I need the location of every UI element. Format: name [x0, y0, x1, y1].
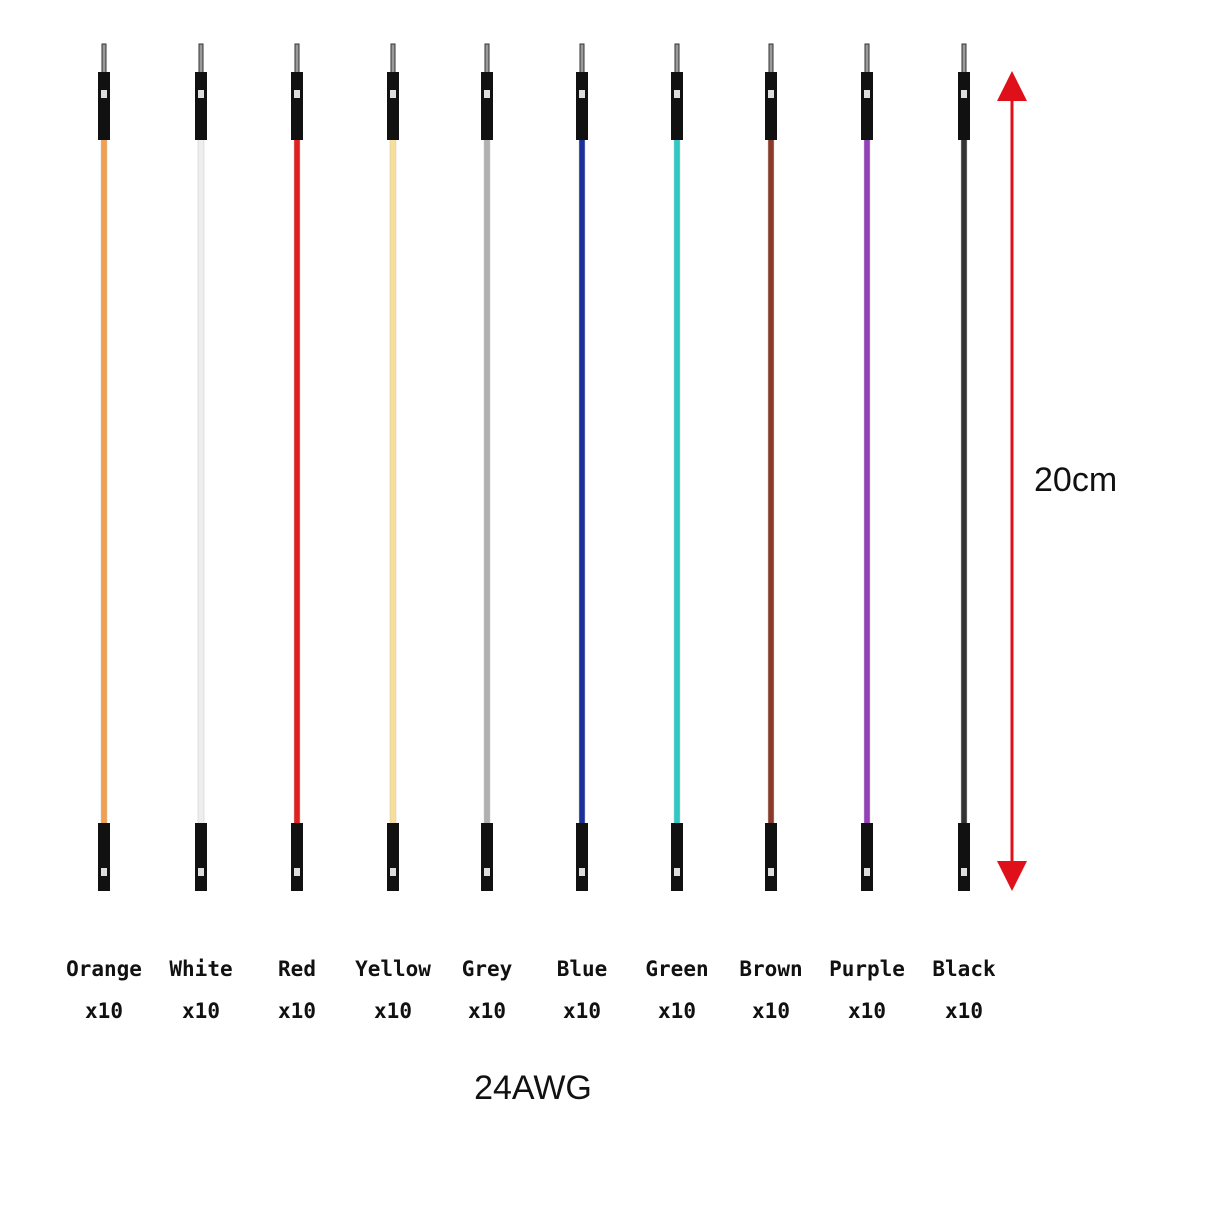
wire-count-label: x10	[752, 999, 790, 1023]
housing-bottom	[671, 823, 683, 891]
wire-color-label: Purple	[829, 957, 905, 981]
housing-mark	[864, 90, 870, 98]
housing-mark	[961, 90, 967, 98]
housing-top	[861, 72, 873, 140]
housing-top	[387, 72, 399, 140]
housing-mark	[101, 90, 107, 98]
wire-color-label: Grey	[462, 957, 513, 981]
wire-color-label: Green	[645, 957, 708, 981]
wire-color-label: Black	[932, 957, 996, 981]
housing-bottom	[765, 823, 777, 891]
housing-bottom	[98, 823, 110, 891]
wire-color-label: Orange	[66, 957, 142, 981]
housing-top	[958, 72, 970, 140]
housing-mark	[101, 868, 107, 876]
housing-mark	[390, 868, 396, 876]
wire-color-label: Yellow	[355, 957, 431, 981]
housing-mark	[484, 90, 490, 98]
housing-mark	[198, 868, 204, 876]
wire-count-label: x10	[848, 999, 886, 1023]
housing-mark	[294, 90, 300, 98]
pin	[864, 43, 870, 75]
wire-count-label: x10	[468, 999, 506, 1023]
housing-mark	[961, 868, 967, 876]
wire	[578, 137, 586, 827]
housing-mark	[198, 90, 204, 98]
housing-mark	[579, 868, 585, 876]
wire	[673, 137, 681, 827]
housing-mark	[484, 868, 490, 876]
housing-top	[481, 72, 493, 140]
pin	[961, 43, 967, 75]
housing-mark	[674, 90, 680, 98]
housing-bottom	[387, 823, 399, 891]
wire	[960, 137, 968, 827]
housing-bottom	[958, 823, 970, 891]
wire-color-label: Blue	[557, 957, 608, 981]
pin	[101, 43, 107, 75]
pin	[484, 43, 490, 75]
wire-count-label: x10	[945, 999, 983, 1023]
wire-color-label: White	[169, 957, 232, 981]
housing-mark	[674, 868, 680, 876]
housing-top	[195, 72, 207, 140]
housing-bottom	[291, 823, 303, 891]
housing-top	[765, 72, 777, 140]
housing-mark	[294, 868, 300, 876]
housing-mark	[768, 868, 774, 876]
housing-top	[98, 72, 110, 140]
pin	[198, 43, 204, 75]
housing-mark	[864, 868, 870, 876]
wire-count-label: x10	[182, 999, 220, 1023]
pin	[294, 43, 300, 75]
wire-count-label: x10	[85, 999, 123, 1023]
wire-count-label: x10	[658, 999, 696, 1023]
length-label: 20cm	[1034, 461, 1117, 499]
housing-bottom	[481, 823, 493, 891]
housing-mark	[579, 90, 585, 98]
wire	[100, 137, 108, 827]
wire-color-label: Red	[278, 957, 316, 981]
wire	[293, 137, 301, 827]
wire	[767, 137, 775, 827]
housing-bottom	[861, 823, 873, 891]
housing-bottom	[576, 823, 588, 891]
wire-count-label: x10	[563, 999, 601, 1023]
housing-mark	[768, 90, 774, 98]
gauge-label: 24AWG	[474, 1069, 592, 1107]
pin	[390, 43, 396, 75]
wire-count-label: x10	[278, 999, 316, 1023]
pin	[768, 43, 774, 75]
housing-bottom	[195, 823, 207, 891]
pin	[579, 43, 585, 75]
housing-top	[576, 72, 588, 140]
wire	[483, 137, 491, 827]
housing-top	[671, 72, 683, 140]
wire	[863, 137, 871, 827]
wire	[197, 137, 205, 827]
wire	[389, 137, 397, 827]
pin	[674, 43, 680, 75]
wire-color-label: Brown	[739, 957, 802, 981]
housing-top	[291, 72, 303, 140]
housing-mark	[390, 90, 396, 98]
wire-count-label: x10	[374, 999, 412, 1023]
